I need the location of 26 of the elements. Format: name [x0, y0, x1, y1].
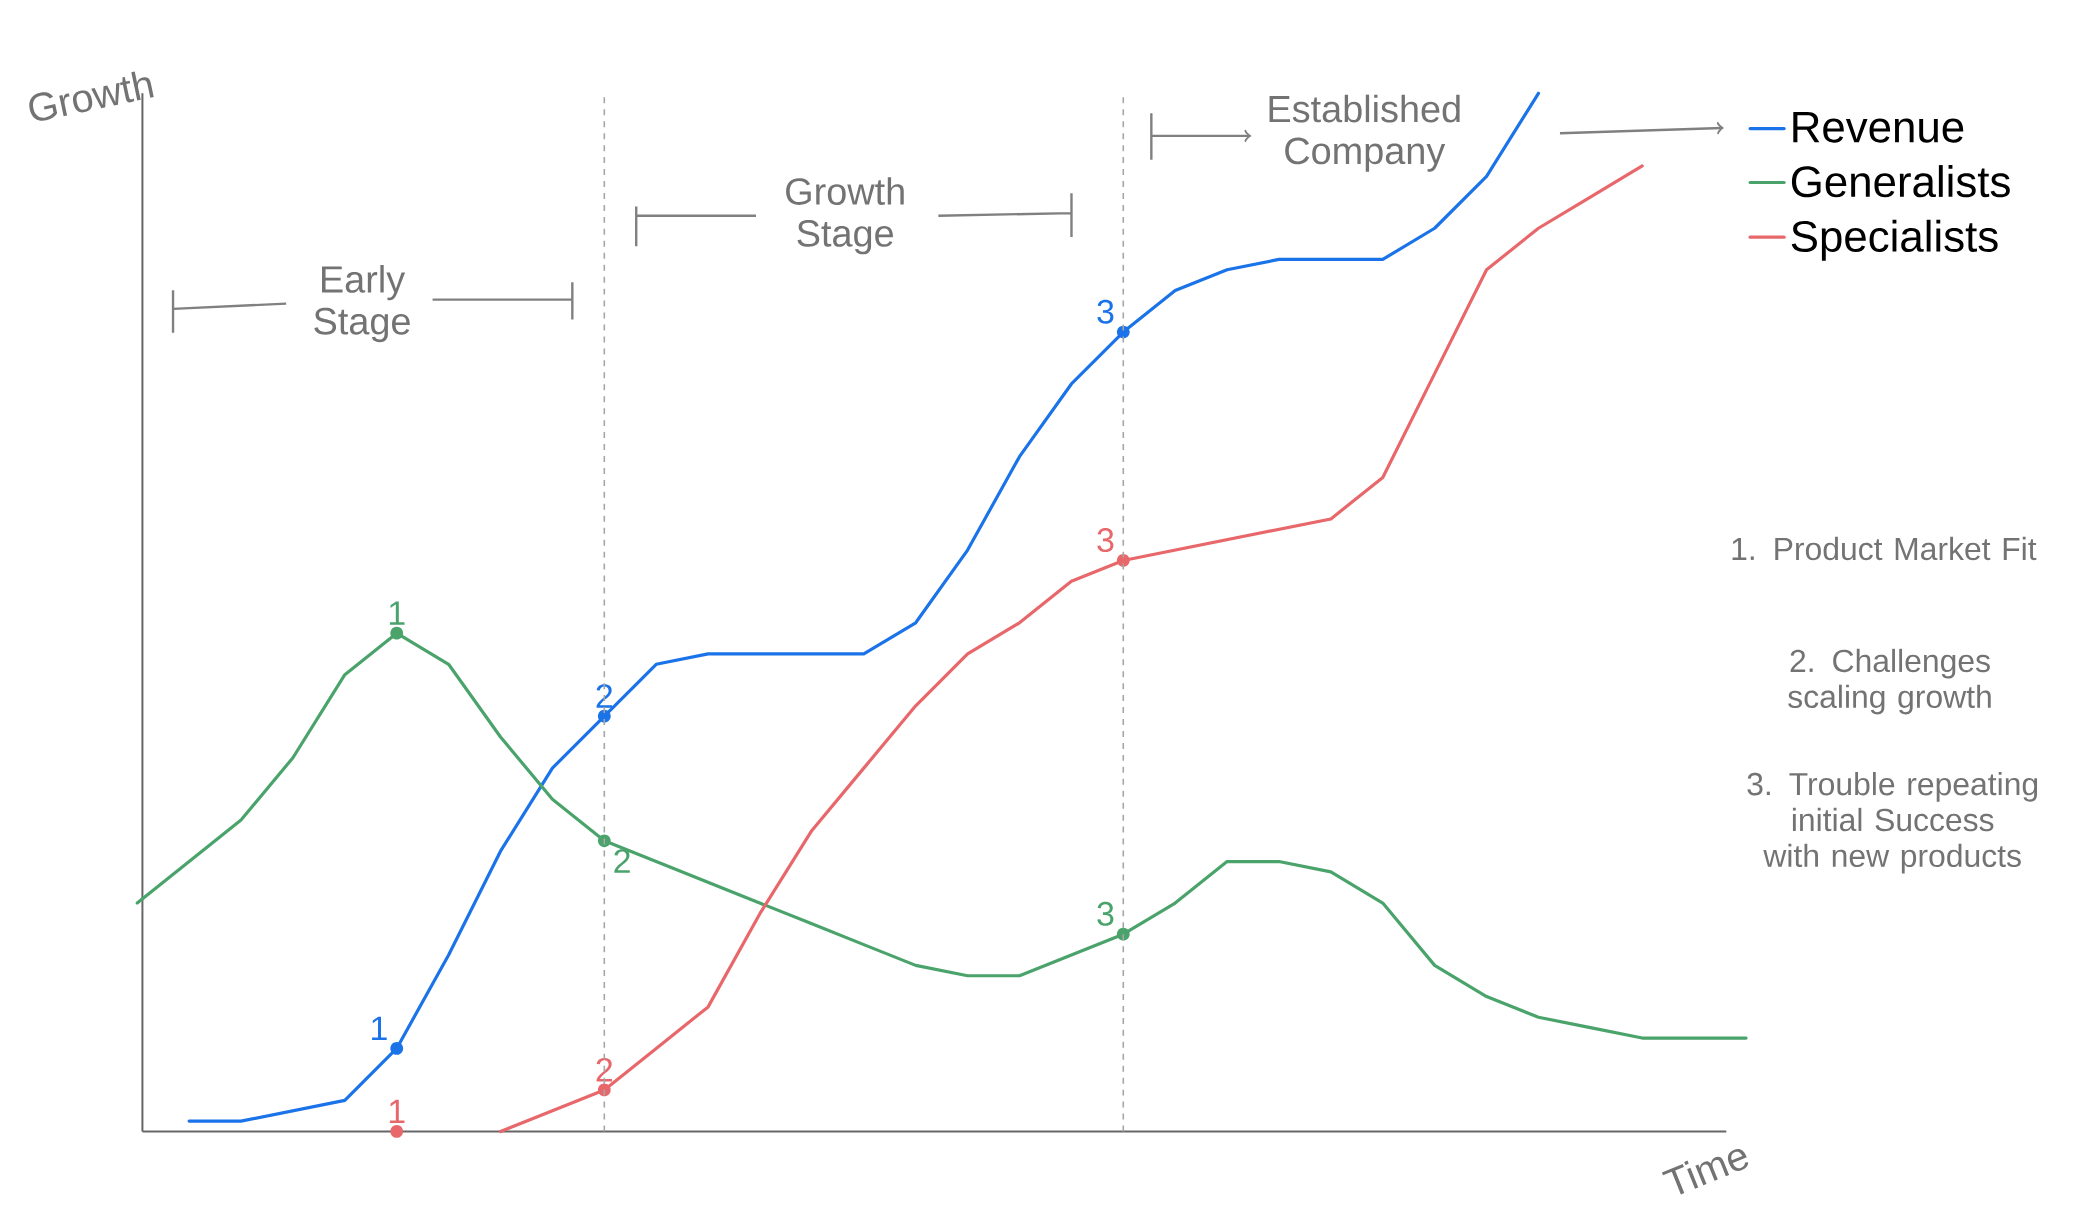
annotation: 2: [596, 684, 613, 708]
x-axis-title: Time: [1661, 1149, 1749, 1195]
annotation: 3: [1097, 901, 1114, 926]
annotation: 2: [614, 849, 630, 873]
annotation: Early Stage: [314, 265, 410, 343]
annotation: 1: [372, 1016, 387, 1041]
annotation: 1: [389, 1099, 405, 1124]
point: [390, 626, 404, 640]
text: 3. Trouble repeating initial Success with new products: [1747, 771, 2038, 874]
point: [597, 834, 611, 848]
annotation: 1: [389, 601, 405, 625]
annotation: 2: [596, 1057, 613, 1082]
legend-label: Specialists: [1791, 219, 1998, 261]
legend-label: Generalists: [1791, 165, 2010, 198]
annotation: 3: [1097, 299, 1114, 324]
annotation: Established Company: [1269, 94, 1460, 172]
annotation: Growth Stage: [786, 177, 904, 255]
point: [390, 1125, 404, 1138]
text: 1. Product Market Fit: [1732, 536, 2037, 561]
y-axis-title: Growth: [29, 71, 154, 121]
point: [390, 1042, 404, 1055]
legend-label: Revenue: [1793, 112, 1964, 143]
text: 2. Challenges scaling growth: [1788, 648, 1991, 715]
point: [597, 709, 611, 723]
point: [597, 1083, 611, 1097]
annotation: 3: [1097, 528, 1114, 553]
